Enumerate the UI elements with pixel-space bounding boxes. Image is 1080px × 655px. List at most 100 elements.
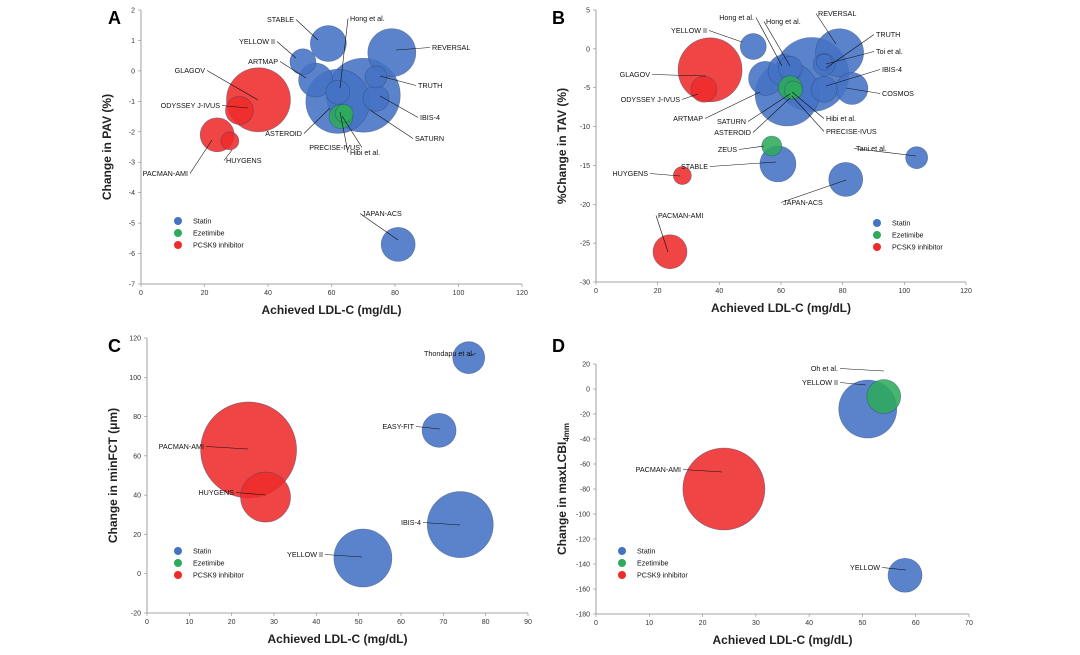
label-leader-line bbox=[279, 61, 307, 79]
y-tick-label: 100 bbox=[129, 375, 141, 382]
bubble-odyssey-j-ivus bbox=[690, 75, 718, 103]
y-tick-label: 60 bbox=[133, 453, 141, 460]
x-tick-label: 100 bbox=[898, 288, 910, 295]
y-tick-label: 0 bbox=[586, 387, 590, 394]
bubble-tani-et-al- bbox=[905, 146, 928, 169]
y-tick-label: -5 bbox=[129, 221, 135, 228]
x-tick-label: 60 bbox=[777, 288, 785, 295]
bubble-huygens bbox=[240, 471, 291, 523]
y-tick-label: -7 bbox=[129, 282, 135, 289]
point-label: YELLOW bbox=[850, 563, 880, 572]
label-leader-line bbox=[825, 51, 875, 65]
point-label: GLAGOV bbox=[175, 66, 206, 75]
point-label: REVERSAL bbox=[818, 9, 856, 18]
point-label: YELLOW II bbox=[239, 37, 275, 46]
x-tick-label: 50 bbox=[355, 619, 363, 626]
panel-letter: A bbox=[108, 8, 121, 28]
bubble-yellow-ii bbox=[739, 33, 767, 60]
label-leader-line bbox=[853, 148, 917, 157]
point-label: Tani et al. bbox=[856, 144, 887, 153]
x-tick-label: 120 bbox=[960, 288, 972, 295]
y-tick-label: -60 bbox=[580, 462, 590, 469]
point-label: PACMAN-AMI bbox=[159, 442, 204, 451]
y-tick-label: -160 bbox=[576, 587, 590, 594]
label-leader-line bbox=[780, 179, 847, 203]
point-label: PACMAN-AMI bbox=[143, 169, 188, 178]
bubble-pacman-ami bbox=[652, 234, 688, 269]
point-label: ASTEROID bbox=[265, 129, 302, 138]
point-label: Hong et al. bbox=[766, 17, 801, 26]
x-axis-title: Achieved LDL-C (mg/dL) bbox=[711, 301, 851, 315]
legend-marker bbox=[618, 559, 626, 567]
bubble-precise-ivus bbox=[334, 104, 354, 123]
x-tick-label: 100 bbox=[453, 290, 465, 297]
label-leader-line bbox=[467, 353, 477, 357]
bubble-ibis-4 bbox=[810, 75, 838, 103]
point-label: HUYGENS bbox=[198, 488, 234, 497]
y-tick-label: -120 bbox=[576, 537, 590, 544]
y-tick-label: 0 bbox=[137, 571, 141, 578]
point-label: STABLE bbox=[267, 15, 294, 24]
label-leader-line bbox=[206, 70, 259, 101]
label-leader-line bbox=[752, 97, 791, 133]
x-tick-label: 80 bbox=[839, 288, 847, 295]
legend-marker bbox=[174, 241, 182, 249]
y-tick-label: -5 bbox=[584, 85, 590, 92]
x-tick-label: 80 bbox=[391, 290, 399, 297]
label-leader-line bbox=[845, 87, 881, 94]
label-leader-line bbox=[649, 173, 681, 177]
bubble-huygens bbox=[220, 131, 240, 151]
x-tick-label: 40 bbox=[715, 288, 723, 295]
bubble-japan-acs bbox=[380, 227, 416, 262]
point-label: EASY-FIT bbox=[382, 422, 414, 431]
legend-label: Ezetimibe bbox=[193, 559, 225, 568]
label-leader-line bbox=[709, 161, 777, 167]
y-tick-label: 0 bbox=[586, 46, 590, 53]
label-leader-line bbox=[839, 382, 867, 386]
x-tick-label: 30 bbox=[270, 619, 278, 626]
label-leader-line bbox=[704, 91, 761, 119]
point-label: IBIS-4 bbox=[401, 518, 421, 527]
legend-label: PCSK9 inhibitor bbox=[637, 571, 688, 580]
label-leader-line bbox=[422, 522, 461, 526]
label-leader-line bbox=[755, 17, 783, 67]
label-leader-line bbox=[651, 74, 707, 77]
point-label: Oh et al. bbox=[811, 364, 838, 373]
label-leader-line bbox=[763, 21, 791, 67]
bubble-cosmos bbox=[835, 72, 869, 105]
x-tick-label: 70 bbox=[965, 620, 973, 627]
point-label: ODYSSEY J-IVUS bbox=[161, 101, 221, 110]
point-label: Toi et al. bbox=[876, 47, 903, 56]
y-axis-title: %Change in TAV (%) bbox=[555, 88, 569, 204]
point-label: STABLE bbox=[681, 162, 708, 171]
x-tick-label: 0 bbox=[594, 288, 598, 295]
label-leader-line bbox=[339, 111, 349, 153]
y-tick-label: -25 bbox=[580, 241, 590, 248]
point-label: COSMOS bbox=[882, 89, 914, 98]
x-tick-label: 10 bbox=[185, 619, 193, 626]
y-tick-label: 80 bbox=[133, 414, 141, 421]
bubble-ibis-4 bbox=[362, 84, 390, 112]
point-label: IBIS-4 bbox=[420, 113, 440, 122]
point-label: IBIS-4 bbox=[882, 65, 902, 74]
y-tick-label: -20 bbox=[580, 202, 590, 209]
panel-c: C 0 10 20 30 40 50 60 70 80 90 -20 0 20 40 60 80 100 120 Ac… bbox=[106, 336, 532, 647]
point-label: YELLOW II bbox=[287, 550, 323, 559]
x-tick-label: 70 bbox=[439, 619, 447, 626]
label-leader-line bbox=[881, 567, 907, 571]
x-tick-label: 20 bbox=[201, 290, 209, 297]
x-tick-label: 60 bbox=[397, 619, 405, 626]
bubble-hong-et-al- bbox=[325, 79, 351, 105]
label-leader-line bbox=[839, 368, 885, 372]
label-leader-line bbox=[815, 13, 837, 45]
legend-label: Statin bbox=[193, 217, 211, 226]
x-axis-title: Achieved LDL-C (mg/dL) bbox=[268, 632, 408, 646]
point-label: PRECISE-IVUS bbox=[309, 143, 360, 152]
label-leader-line bbox=[341, 115, 363, 148]
x-tick-label: 10 bbox=[645, 620, 653, 627]
x-tick-label: 30 bbox=[752, 620, 760, 627]
point-label: TRUTH bbox=[418, 81, 442, 90]
label-leader-line bbox=[825, 69, 881, 87]
x-axis-title: Achieved LDL-C (mg/dL) bbox=[262, 303, 402, 317]
